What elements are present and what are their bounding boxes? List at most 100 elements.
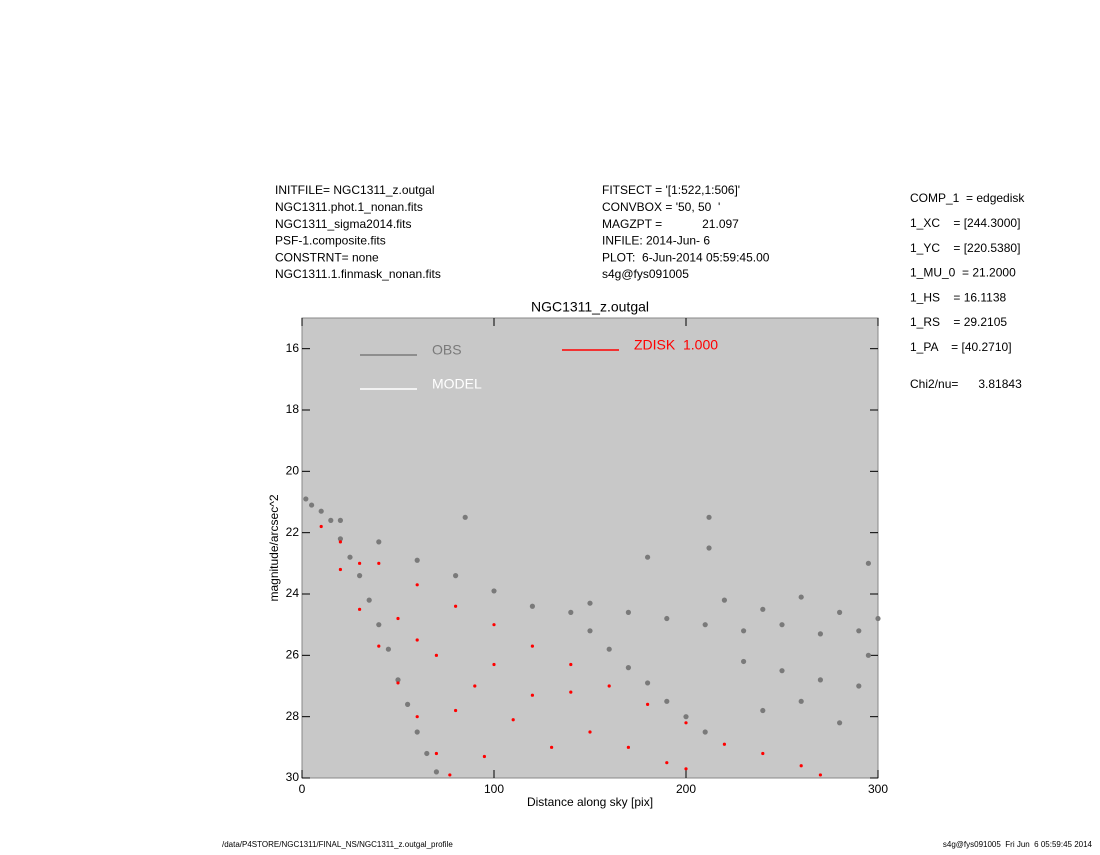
data-point [529,603,536,609]
data-point [415,715,419,719]
data-point [760,707,766,714]
y-tick-label: 16 [286,341,300,355]
data-point [357,573,363,579]
data-point [473,684,477,688]
data-point [856,628,862,634]
info-line: CONSTRNT= none [275,250,379,264]
data-point [568,609,574,616]
data-point [702,622,708,628]
data-point [798,698,804,704]
data-point [376,539,382,545]
data-point [625,665,632,671]
legend-label: OBS [432,342,462,358]
param-line: 1_HS = 16.1138 [910,290,1007,304]
x-tick-label: 200 [676,782,696,796]
data-point [318,508,324,514]
data-point [626,745,631,749]
data-point [798,594,804,600]
y-tick-label: 22 [286,525,300,539]
plot-area [301,317,879,779]
data-point [837,720,843,726]
data-point [569,690,573,694]
info-line: s4g@fys091005 [602,267,689,281]
legend-label: ZDISK 1.000 [634,337,718,353]
y-tick-label: 20 [286,464,300,478]
chart-title: NGC1311_z.outgal [531,299,649,315]
data-point [837,609,843,616]
data-point [454,708,458,713]
data-point [303,496,309,502]
param-line: 1_MU_0 = 21.2000 [910,266,1016,280]
data-point [684,721,688,725]
data-point [347,554,353,560]
data-point [875,615,881,622]
data-point [309,502,315,508]
data-point [741,628,747,634]
x-tick-label: 100 [484,782,504,796]
data-point [358,607,362,611]
data-point [396,681,400,685]
info-line: MAGZPT = 21.097 [602,217,739,231]
data-point [377,561,381,565]
info-line: PLOT: 6-Jun-2014 05:59:45.00 [602,250,770,264]
data-point [511,718,515,722]
data-point [453,573,459,579]
data-point [706,545,712,551]
data-point [721,597,728,603]
data-point [491,588,497,594]
data-point [337,517,343,524]
data-point [646,702,650,707]
y-axis-label: magnitude/arcsec^2 [267,494,281,601]
y-tick-label: 26 [286,648,300,662]
data-point [684,767,688,771]
data-point [865,652,872,658]
data-point [433,769,439,775]
param-line: 1_PA = [40.2710] [910,340,1012,354]
x-axis-label: Distance along sky [pix] [527,795,653,809]
data-point [587,628,593,634]
data-point [424,750,430,757]
info-line: FITSECT = '[1:522,1:506]' [602,183,740,197]
data-point [645,680,651,686]
data-point [462,514,468,520]
data-point [376,622,382,628]
data-point [865,560,872,566]
data-point [415,638,419,642]
param-line: 1_YC = [220.5380] [910,241,1020,255]
data-point [414,557,420,563]
data-point [588,730,592,734]
footer-path: /data/P4STORE/NGC1311/FINAL_NS/NGC1311_z… [222,840,453,849]
data-point [396,616,400,621]
data-point [702,729,708,735]
info-line: NGC1311.1.finmask_nonan.fits [275,267,441,281]
data-point [358,561,362,565]
info-line: CONVBOX = '50, 50 ' [602,200,720,214]
info-line: INITFILE= NGC1311_z.outgal [275,183,435,197]
data-point [741,658,747,665]
data-point [664,698,670,704]
data-point [338,567,342,572]
fit-result: Chi2/nu= 3.81843 [910,377,1022,391]
data-point [492,623,496,627]
data-point [779,622,785,628]
data-point [395,677,401,683]
data-point [587,600,593,606]
data-point [448,773,452,777]
data-point [434,751,438,756]
footer-stamp: s4g@fys091005 Fri Jun 6 05:59:45 2014 [943,840,1093,849]
data-point [319,524,323,529]
param-line: COMP_1 = edgedisk [910,191,1025,205]
data-point [665,761,669,765]
legend-label: MODEL [432,376,482,392]
param-line: 1_RS = 29.2105 [910,315,1007,329]
y-tick-label: 30 [286,770,300,784]
data-point [722,742,727,746]
data-point [625,609,632,616]
data-point [779,668,785,674]
y-tick-label: 24 [286,586,300,600]
x-tick-label: 300 [868,782,888,796]
data-point [338,540,342,544]
data-point [530,644,535,648]
data-point [414,729,420,735]
data-point [799,764,803,768]
